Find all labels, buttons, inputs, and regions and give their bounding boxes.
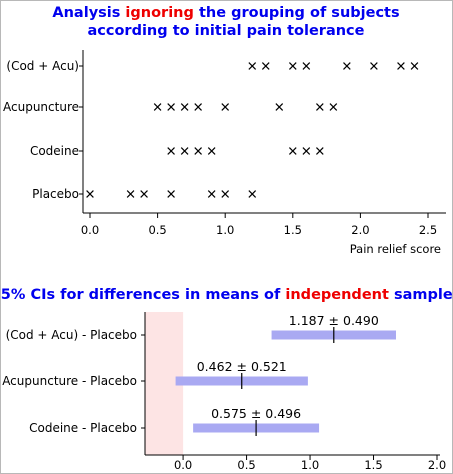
chart1-data-point bbox=[288, 62, 297, 70]
chart2-title-part-0: 95% CIs for differences in means of bbox=[0, 287, 285, 303]
chart1-data-point bbox=[207, 147, 216, 155]
chart2-x-tick-label: 1.0 bbox=[301, 458, 319, 472]
chart2-ci-label: 1.187 ± 0.490 bbox=[289, 313, 379, 328]
chart1-x-tick-label: 1.5 bbox=[284, 223, 302, 237]
chart1-data-point bbox=[275, 103, 284, 111]
chart1-data-point bbox=[316, 103, 324, 111]
chart1-title-line2: according to initial pain tolerance bbox=[88, 23, 365, 39]
chart2-category-label: Acupuncture - Placebo bbox=[2, 374, 137, 388]
chart1-data-point bbox=[167, 190, 175, 198]
chart1-data-point bbox=[288, 147, 297, 155]
chart2-x-tick-label: 2.0 bbox=[428, 458, 446, 472]
chart1-data-point bbox=[221, 103, 230, 111]
chart1-data-point bbox=[343, 62, 351, 70]
chart2-title-part-1: independent bbox=[285, 287, 389, 303]
chart1-data-point bbox=[397, 62, 405, 70]
chart1-title-part-1: ignoring bbox=[125, 5, 193, 21]
chart2-title: 95% CIs for differences in means of inde… bbox=[0, 287, 453, 303]
chart1-data-point bbox=[194, 147, 202, 155]
chart1-data-point bbox=[180, 103, 189, 111]
chart1-data-point bbox=[167, 103, 175, 111]
chart1-data-point bbox=[86, 190, 94, 198]
chart1-category-label: (Cod + Acu) bbox=[6, 59, 79, 73]
chart1-category-label: Placebo bbox=[32, 187, 79, 201]
chart1-x-tick-label: 1.0 bbox=[216, 223, 234, 237]
chart1-data-point bbox=[248, 62, 257, 70]
chart2-title-part-2: samples bbox=[389, 287, 453, 303]
chart1-data-point bbox=[221, 190, 230, 198]
chart1-x-tick-label: 0.5 bbox=[148, 223, 166, 237]
chart1-data-point bbox=[410, 62, 419, 70]
chart1-category-label: Codeine bbox=[30, 144, 79, 158]
chart1-data-point bbox=[302, 62, 311, 70]
chart1-data-point bbox=[180, 147, 189, 155]
chart1-data-point bbox=[194, 103, 202, 111]
chart1-x-tick-label: 0.0 bbox=[81, 223, 99, 237]
chart1-data-point bbox=[207, 190, 216, 198]
chart2-x-tick-label: 0.5 bbox=[237, 458, 255, 472]
chart2-x-tick-label: 0.0 bbox=[174, 458, 192, 472]
chart2-x-tick-label: 1.5 bbox=[364, 458, 382, 472]
chart1-data-point bbox=[126, 190, 135, 198]
chart1-data-point bbox=[140, 190, 148, 198]
chart1-x-tick-label: 2.5 bbox=[419, 223, 437, 237]
chart1-data-point bbox=[248, 190, 257, 198]
chart1-data-point bbox=[261, 62, 270, 70]
chart2-ci-label: 0.462 ± 0.521 bbox=[197, 359, 287, 374]
chart1-title: Analysis ignoring the grouping of subjec… bbox=[52, 5, 399, 21]
chart1-title-part-0: Analysis bbox=[52, 5, 125, 21]
chart1-title-part-2: the grouping of subjects bbox=[194, 5, 400, 21]
chart2-category-label: (Cod + Acu) - Placebo bbox=[6, 328, 137, 342]
chart1-data-point bbox=[153, 103, 162, 111]
chart1-data-point bbox=[316, 147, 324, 155]
chart1-x-axis-label: Pain relief score bbox=[350, 242, 441, 256]
chart2-category-label: Codeine - Placebo bbox=[29, 421, 137, 435]
chart2-ci-label: 0.575 ± 0.496 bbox=[211, 406, 301, 421]
chart1-category-label: Acupuncture bbox=[3, 100, 79, 114]
chart1-data-point bbox=[370, 62, 378, 70]
chart1-data-point bbox=[167, 147, 175, 155]
chart1-data-point bbox=[329, 103, 338, 111]
chart1-x-tick-label: 2.0 bbox=[351, 223, 369, 237]
chart1-data-point bbox=[302, 147, 311, 155]
